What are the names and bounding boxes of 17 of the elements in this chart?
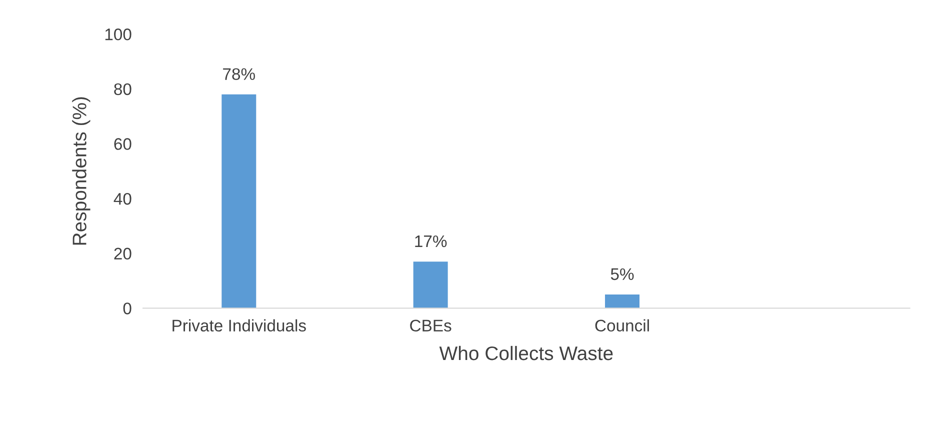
data-label: 5% (610, 268, 634, 280)
data-label: 78% (223, 68, 255, 80)
x-axis-title: Who Collects Waste (439, 346, 613, 360)
bar (604, 294, 640, 308)
x-tick-label: Private Individuals (172, 319, 306, 332)
y-axis-title: Respondents (%) (72, 97, 90, 245)
y-tick-label: 100 (105, 28, 132, 40)
x-tick-label: Council (595, 319, 649, 332)
bar (413, 262, 448, 308)
data-label: 17% (415, 235, 447, 248)
x-tick-label: CBEs (410, 320, 452, 332)
y-tick-label: 40 (114, 192, 132, 205)
y-tick-label: 60 (114, 138, 132, 150)
y-tick-label: 0 (123, 302, 132, 314)
y-tick-label: 20 (114, 248, 132, 260)
y-tick-label: 80 (114, 83, 132, 96)
bar (222, 94, 256, 308)
